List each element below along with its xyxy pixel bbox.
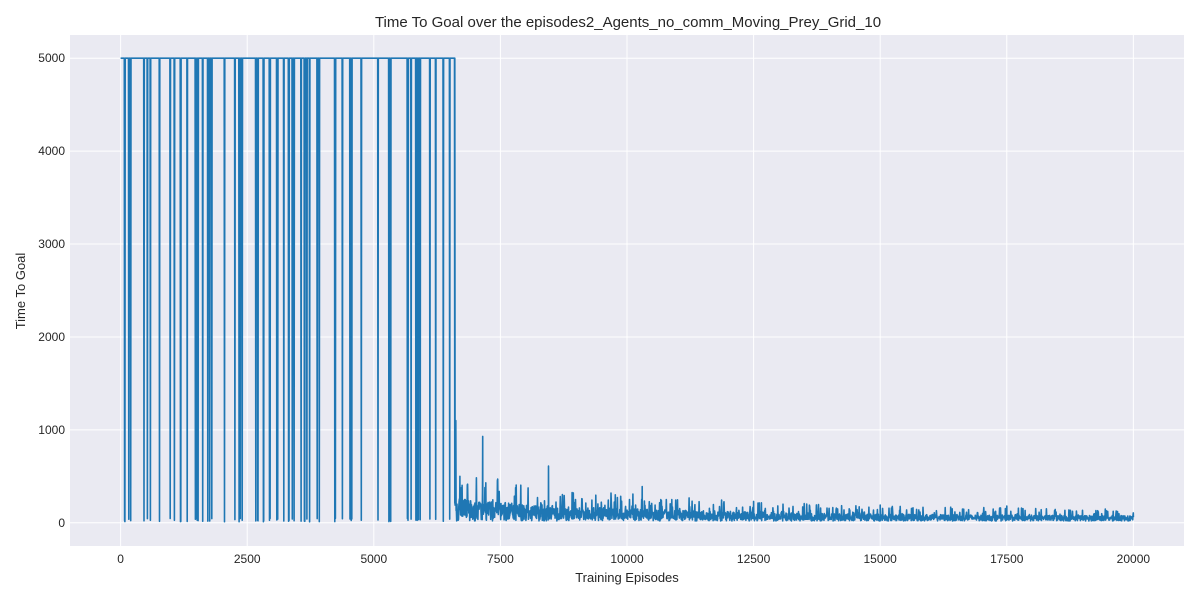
x-tick-label: 5000 (360, 552, 387, 566)
x-tick-label: 17500 (990, 552, 1024, 566)
y-tick-label: 4000 (38, 144, 65, 158)
y-tick-label: 2000 (38, 330, 65, 344)
x-tick-label: 12500 (737, 552, 771, 566)
x-tick-label: 7500 (487, 552, 514, 566)
grid (70, 35, 1184, 546)
x-axis-label: Training Episodes (575, 570, 679, 585)
y-tick-label: 1000 (38, 423, 65, 437)
x-tick-label: 0 (117, 552, 124, 566)
x-tick-label: 15000 (863, 552, 897, 566)
y-tick-label: 5000 (38, 51, 65, 65)
x-tick-label: 10000 (610, 552, 644, 566)
y-axis-label: Time To Goal (13, 253, 28, 330)
y-tick-label: 3000 (38, 237, 65, 251)
chart-title: Time To Goal over the episodes2_Agents_n… (375, 14, 881, 31)
series-layer (120, 57, 1135, 523)
x-tick-label: 20000 (1117, 552, 1151, 566)
x-tick-label: 2500 (234, 552, 261, 566)
y-tick-label: 0 (58, 516, 65, 530)
tick-labels: 0 2500 5000 7500 10000 12500 15000 17500 20000 0 1… (38, 51, 1150, 566)
series-line (120, 57, 1135, 523)
